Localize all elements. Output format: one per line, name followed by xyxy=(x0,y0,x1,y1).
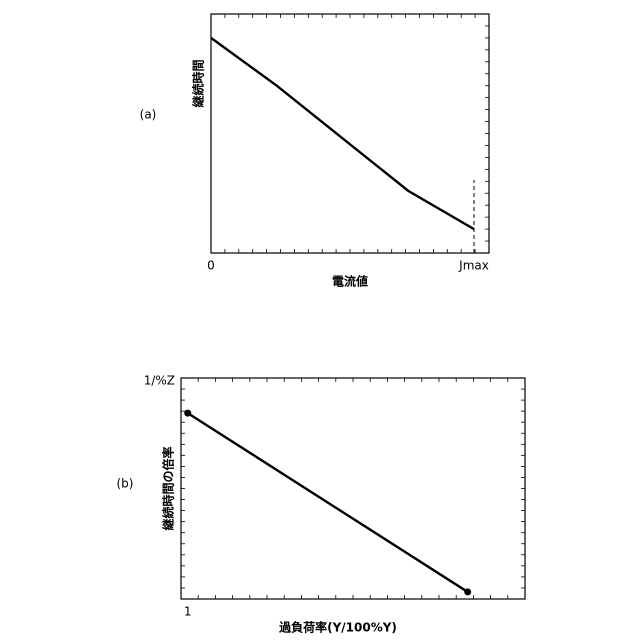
x-tick-label: Jmax xyxy=(458,259,489,273)
x-tick-label: 0 xyxy=(207,259,215,273)
x-axis-label: 過負荷率(Y/100%Y) xyxy=(278,620,397,635)
panel-label: (a) xyxy=(140,108,157,122)
x-tick-label: 1 xyxy=(184,605,192,619)
y-axis-label: 継続時間 xyxy=(191,59,206,107)
plot-frame xyxy=(181,378,525,599)
data-point xyxy=(464,588,471,595)
data-line xyxy=(188,413,468,592)
x-axis-label: 電流値 xyxy=(332,274,368,289)
y-axis-label: 継続時間の倍率 xyxy=(161,446,176,530)
plot-frame xyxy=(211,14,489,253)
data-point xyxy=(184,410,191,417)
panel-label: (b) xyxy=(117,477,134,491)
figure: 0 Jmax 電流値 継続時間 (a) 1 1/%Z 過負荷率(Y/100%Y) 継続時間の倍率… xyxy=(0,0,640,640)
y-tick-label: 1/%Z xyxy=(144,373,175,387)
data-line xyxy=(211,38,474,229)
